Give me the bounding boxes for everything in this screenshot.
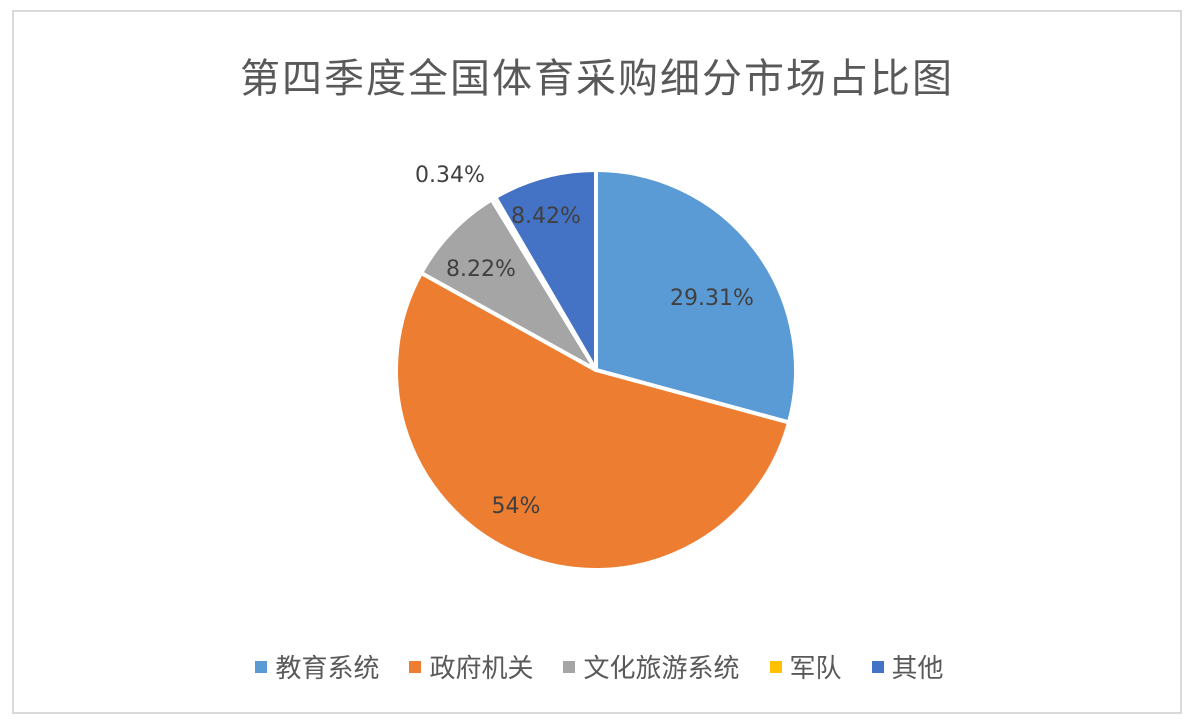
chart-legend: 教育系统 政府机关 文化旅游系统 军队 其他 (0, 648, 1199, 685)
legend-item-3: 文化旅游系统 (563, 648, 740, 685)
data-label-4: 0.34% (415, 163, 485, 188)
data-label-2: 54% (492, 494, 541, 519)
legend-item-4: 军队 (769, 648, 842, 685)
legend-label: 军队 (789, 654, 842, 684)
legend-swatch (409, 660, 422, 673)
pie-slice-5 (493, 168, 598, 372)
legend-label: 教育系统 (275, 654, 380, 684)
data-label-5: 8.42% (511, 204, 581, 229)
legend-item-1: 教育系统 (255, 648, 379, 685)
data-label-3: 8.22% (446, 257, 516, 282)
legend-item-2: 政府机关 (409, 648, 533, 685)
pie-slice-2 (394, 270, 791, 572)
legend-swatch (563, 660, 576, 673)
legend-item-5: 其他 (871, 648, 944, 685)
legend-label: 文化旅游系统 (583, 654, 740, 684)
chart-title: 第四季度全国体育采购细分市场占比图 (240, 56, 954, 102)
legend-swatch (255, 660, 268, 673)
legend-label: 政府机关 (429, 654, 534, 684)
pie-slice-1 (594, 168, 798, 425)
data-label-1: 29.31% (670, 286, 754, 311)
legend-swatch (871, 660, 884, 673)
legend-swatch (769, 660, 782, 673)
legend-label: 其他 (891, 654, 944, 684)
